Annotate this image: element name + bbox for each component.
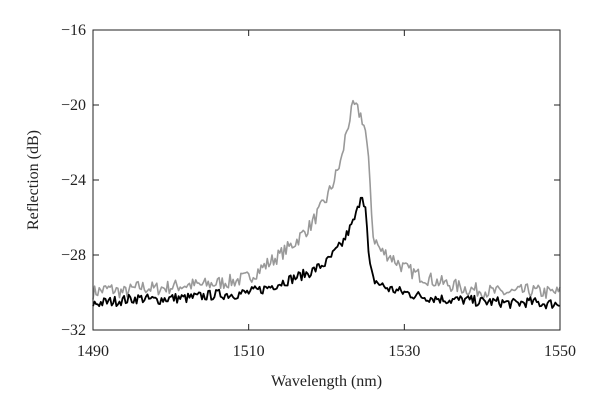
x-tick-label: 1550 — [544, 343, 576, 360]
y-tick-label: −20 — [61, 97, 86, 114]
y-tick-label: −32 — [61, 322, 86, 339]
y-tick-label: −28 — [61, 247, 86, 264]
x-tick-label: 1530 — [388, 343, 420, 360]
axes-layer: 1490 1510 1530 1550 −32 −28 −24 −20 −16 — [61, 22, 576, 360]
series-layer — [92, 99, 561, 310]
y-tick-label: −24 — [61, 172, 86, 189]
y-axis-label: Reflection (dB) — [25, 130, 42, 230]
x-tick-label: 1490 — [77, 343, 109, 360]
x-tick-label: 1510 — [233, 343, 265, 360]
y-tick-label: −16 — [61, 22, 86, 39]
series-line-1 — [92, 99, 561, 300]
x-axis-label: Wavelength (nm) — [271, 373, 382, 390]
series-line-2 — [92, 196, 561, 310]
